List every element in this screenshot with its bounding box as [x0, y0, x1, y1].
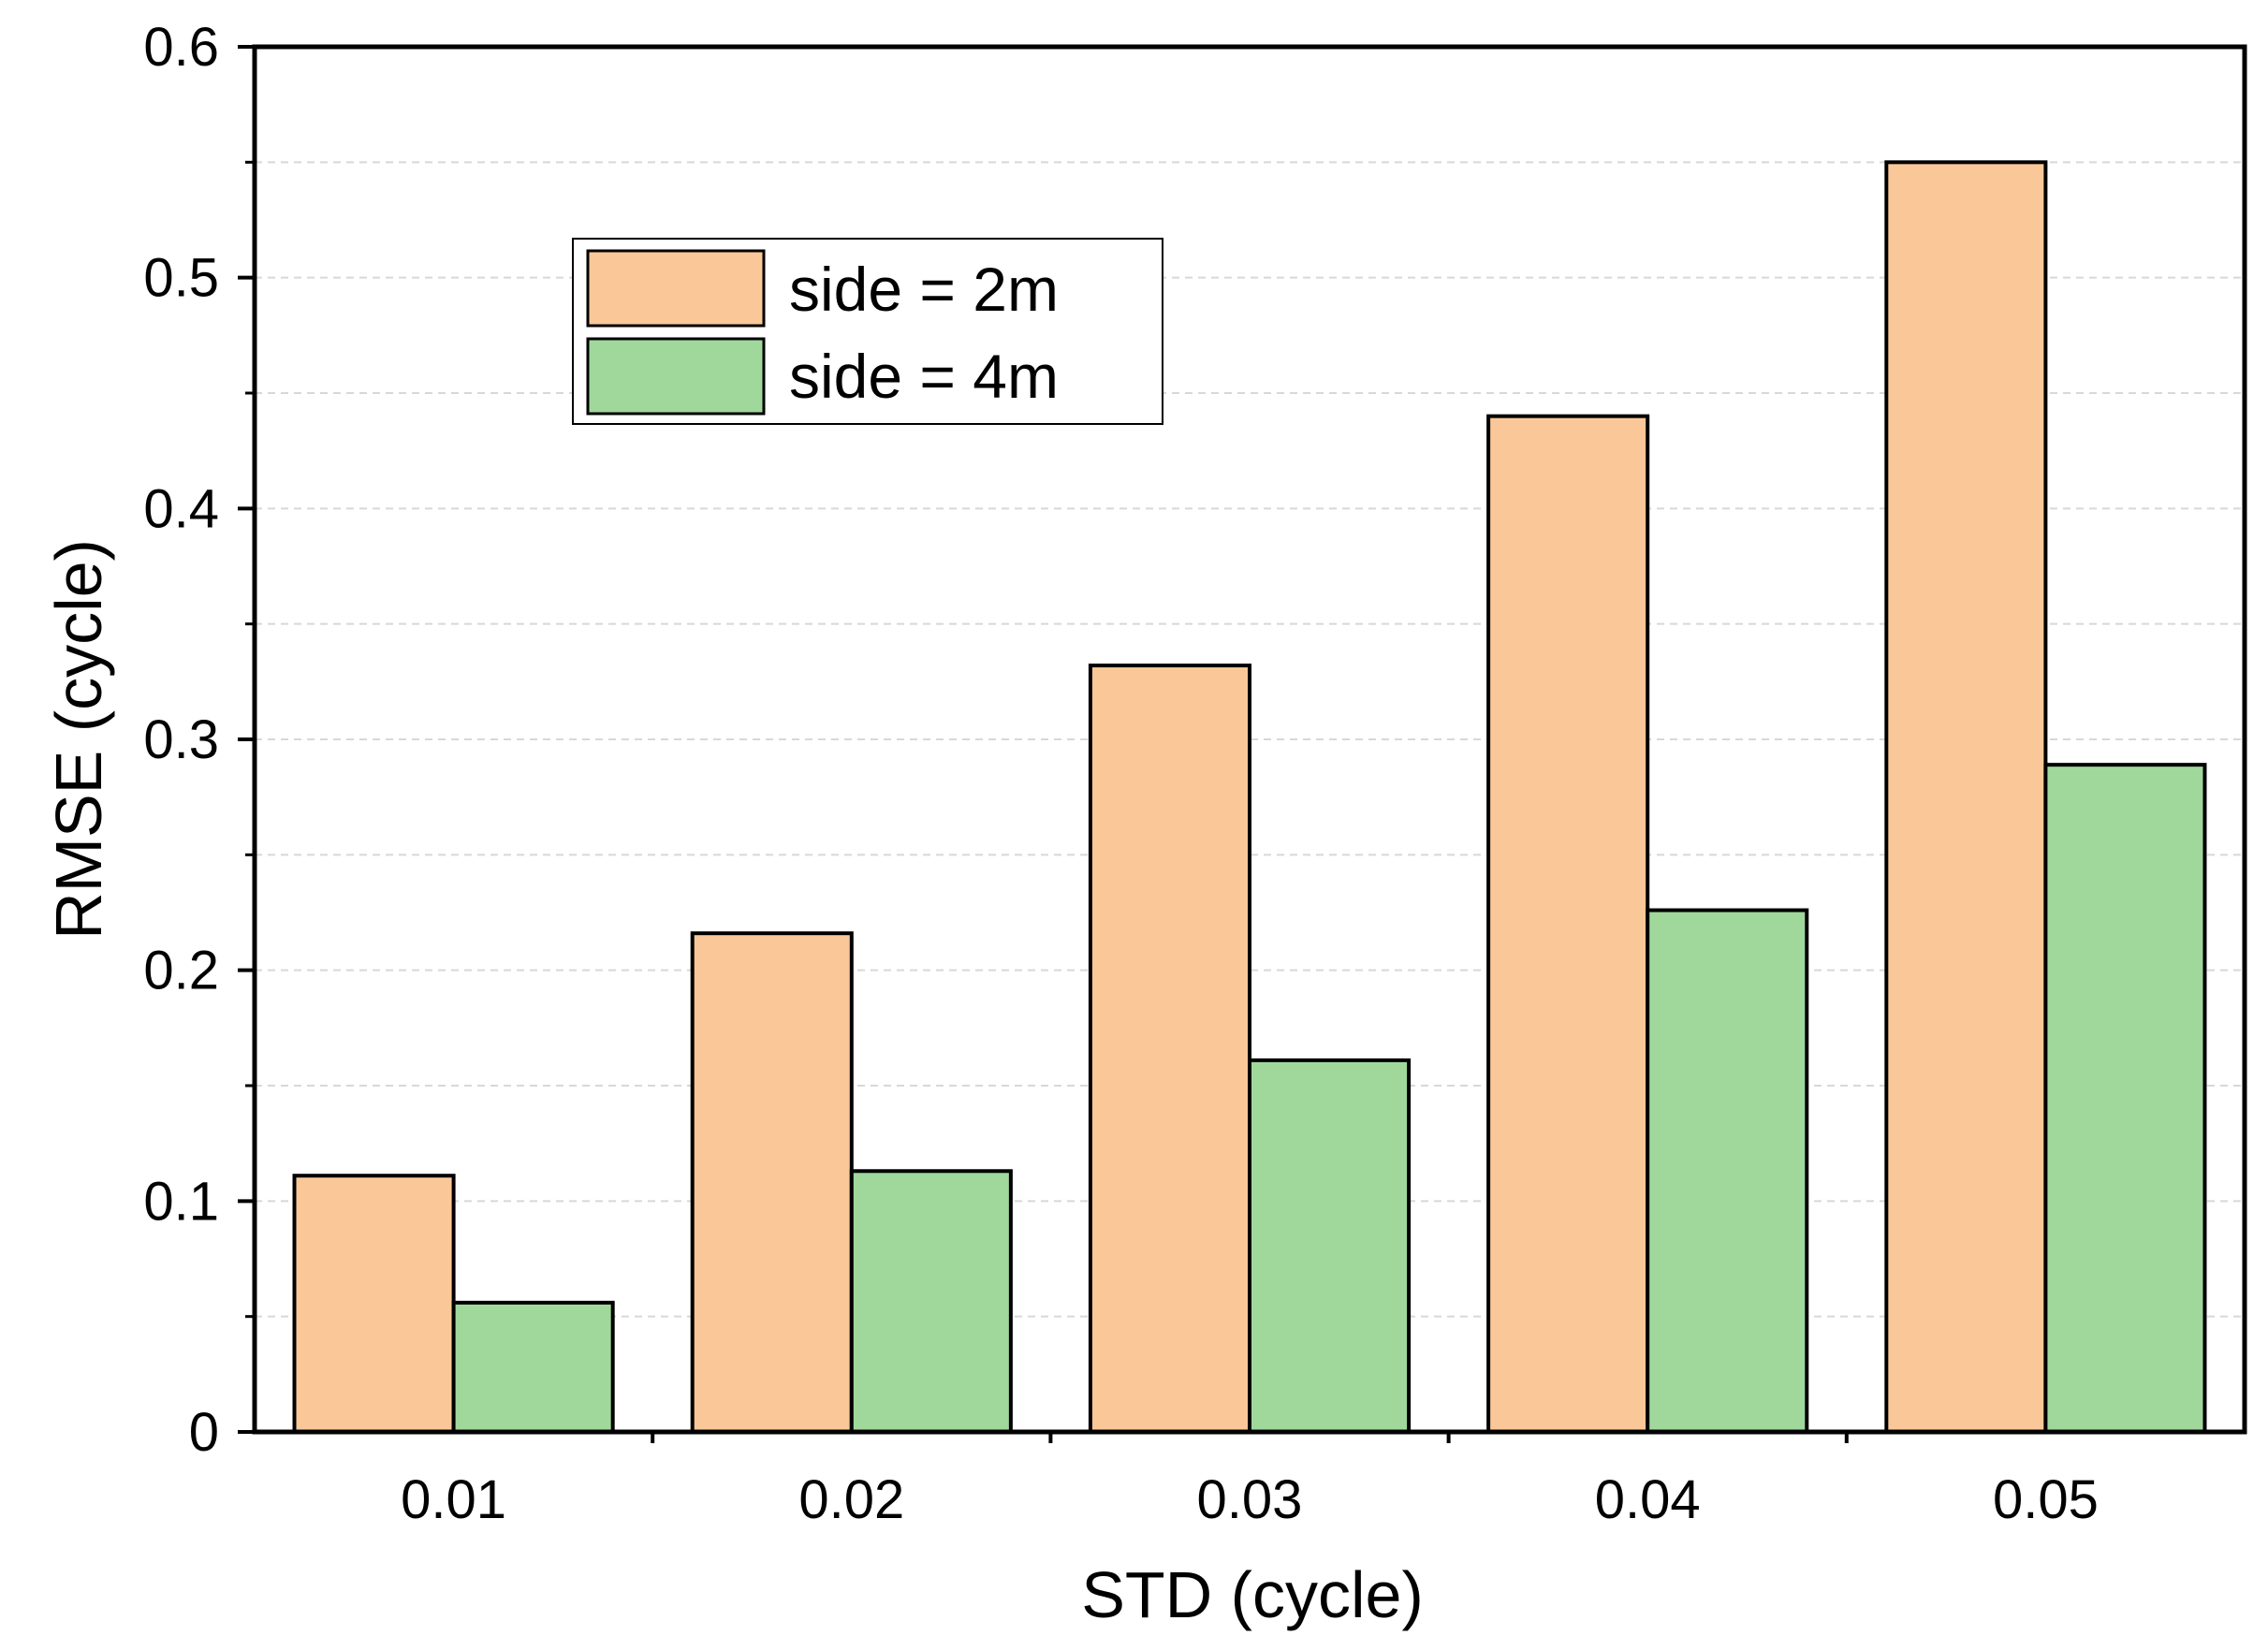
y-tick-label: 0: [189, 1402, 219, 1463]
bar-side-2m-0.02: [690, 931, 854, 1434]
y-tick-label: 0.4: [143, 478, 219, 539]
legend-swatch-side-2m: [586, 249, 766, 328]
legend-label-side-2m: side = 2m: [789, 255, 1059, 324]
bars: [292, 160, 2207, 1435]
y-tick-labels: 0 0.1 0.2 0.3 0.4 0.5 0.6: [143, 17, 219, 1463]
x-tick-label: 0.02: [798, 1469, 904, 1530]
bar-side-2m-0.03: [1088, 664, 1252, 1434]
legend: side = 2m side = 4m: [572, 238, 1163, 425]
y-tick-label: 0.6: [143, 17, 219, 78]
y-tick-label: 0.2: [143, 941, 219, 1001]
y-tick-label: 0.1: [143, 1171, 219, 1232]
bar-side-4m-0.03: [1248, 1058, 1412, 1435]
bar-side-4m-0.04: [1646, 908, 1809, 1434]
bar-side-4m-0.02: [849, 1169, 1013, 1435]
axis-ticks: [238, 45, 1849, 1443]
bar-side-2m-0.01: [292, 1174, 456, 1434]
legend-label-side-4m: side = 4m: [789, 342, 1059, 411]
x-axis-title: STD (cycle): [1081, 1558, 1424, 1631]
y-axis-title: RMSE (cycle): [42, 539, 115, 940]
x-tick-label: 0.04: [1595, 1469, 1701, 1530]
bar-side-2m-0.05: [1884, 160, 2048, 1434]
bar-side-2m-0.04: [1486, 414, 1650, 1435]
x-tick-label: 0.01: [401, 1469, 506, 1530]
x-tick-labels: 0.01 0.02 0.03 0.04 0.05: [401, 1469, 2099, 1530]
legend-swatch-side-4m: [586, 337, 766, 416]
y-tick-label: 0.3: [143, 709, 219, 770]
bar-side-4m-0.01: [451, 1300, 615, 1435]
y-tick-label: 0.5: [143, 248, 219, 309]
x-tick-label: 0.05: [1993, 1469, 2099, 1530]
x-tick-label: 0.03: [1197, 1469, 1303, 1530]
bar-side-4m-0.05: [2043, 763, 2207, 1434]
